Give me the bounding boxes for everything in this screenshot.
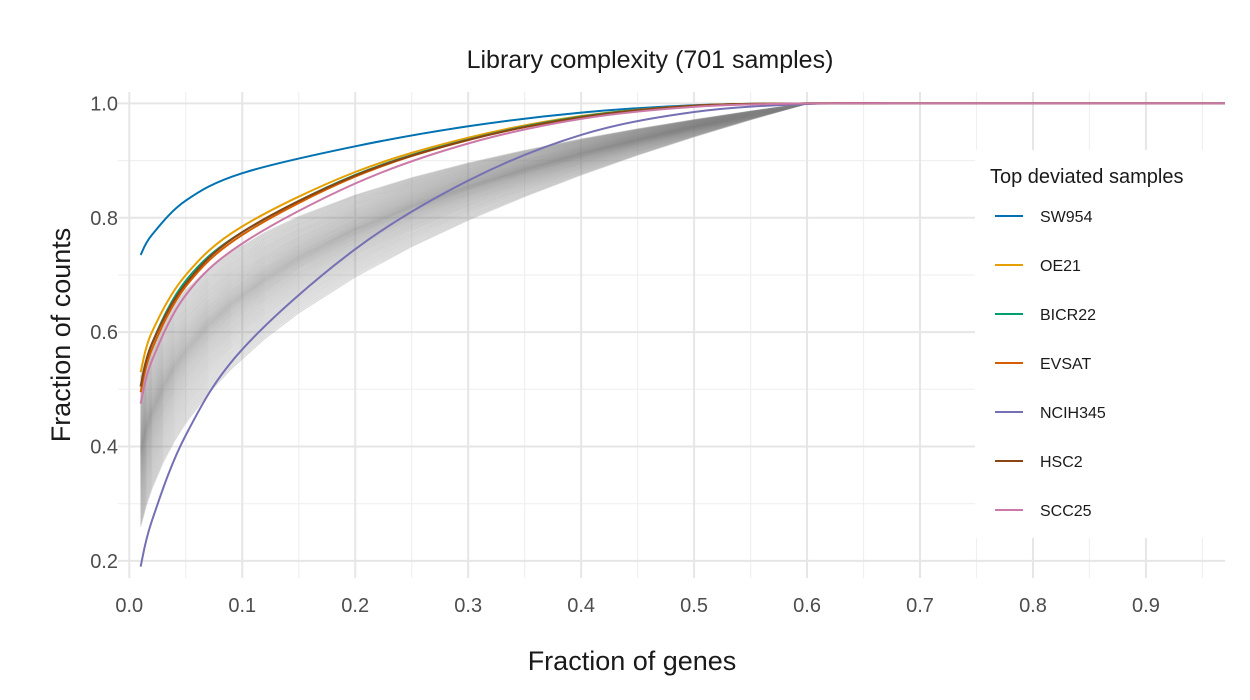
y-axis-ticks: 0.2 0.4 0.6 0.8 1.0	[90, 93, 118, 572]
x-axis-title: Fraction of genes	[528, 646, 737, 676]
x-tick-label: 0.9	[1132, 595, 1160, 617]
x-tick-label: 0.3	[454, 595, 482, 617]
y-tick-label: 1.0	[90, 93, 118, 115]
legend-title: Top deviated samples	[990, 166, 1183, 188]
chart-title: Library complexity (701 samples)	[467, 46, 834, 74]
legend-label-bicr22: BICR22	[1040, 307, 1096, 324]
x-tick-label: 0.5	[680, 595, 708, 617]
x-tick-label: 0.2	[341, 595, 369, 617]
y-tick-label: 0.2	[90, 551, 118, 573]
legend-label-oe21: OE21	[1040, 258, 1081, 275]
x-tick-label: 0.0	[115, 595, 143, 617]
y-tick-label: 0.6	[90, 322, 118, 344]
legend-label-sw954: SW954	[1040, 209, 1093, 226]
y-tick-label: 0.8	[90, 208, 118, 230]
legend-label-scc25: SCC25	[1040, 503, 1092, 520]
legend: Top deviated samples SW954 OE21 BICR22 EVSA…	[990, 166, 1183, 520]
x-tick-label: 0.7	[906, 595, 934, 617]
legend-label-ncih345: NCIH345	[1040, 405, 1106, 422]
y-axis-title: Fraction of counts	[46, 228, 76, 443]
x-tick-label: 0.8	[1019, 595, 1047, 617]
x-axis-ticks: 0.0 0.1 0.2 0.3 0.4 0.5 0.6 0.7 0.8 0.9	[115, 595, 1159, 617]
x-tick-label: 0.6	[793, 595, 821, 617]
legend-label-evsat: EVSAT	[1040, 356, 1092, 373]
legend-box	[975, 150, 1225, 538]
highlighted-series-lines	[139, 102, 1225, 567]
legend-background	[975, 150, 1225, 538]
x-tick-label: 0.4	[567, 595, 595, 617]
y-tick-label: 0.4	[90, 436, 118, 458]
x-tick-label: 0.1	[228, 595, 256, 617]
series-line-scc25	[139, 102, 1225, 404]
legend-label-hsc2: HSC2	[1040, 454, 1083, 471]
